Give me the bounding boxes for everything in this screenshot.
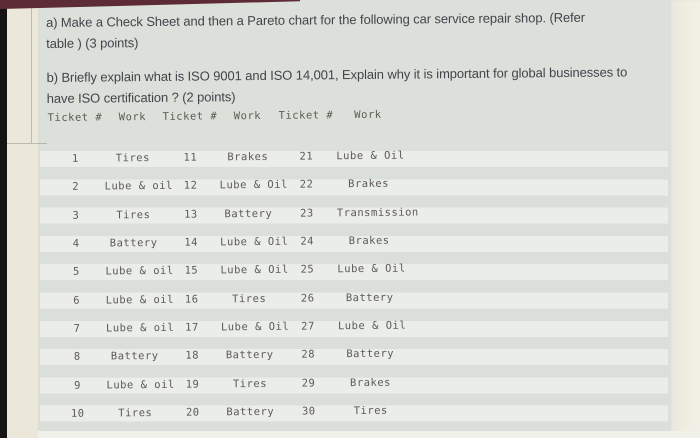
table-row: 3 Tires 13 Battery 23 Transmission (47, 198, 419, 230)
table-cell: Lube & Oil (337, 262, 406, 276)
table-cell: 29 (301, 376, 316, 390)
table-cell: 20 (185, 406, 200, 419)
table-cell: 14 (184, 236, 199, 249)
table-cell: Tires (116, 208, 151, 222)
table-cell: Lube & oil (105, 265, 174, 278)
table-cell: 17 (185, 321, 199, 334)
table-cell: 12 (183, 179, 198, 193)
table-cell: 26 (300, 292, 315, 305)
question-b: b) Briefly explain what is ISO 9001 and … (46, 61, 696, 109)
table-row: 6 Lube & oil 16 Tires 26 Battery (48, 283, 402, 315)
ticket-table: Ticket # Work Ticket # Work Ticket # Work 1 Ti… (46, 107, 419, 428)
page-left-margin (7, 0, 47, 438)
table-cell: Lube & Oil (220, 264, 289, 277)
page-right-margin (669, 0, 700, 438)
table-cell: 18 (185, 349, 200, 362)
table-cell: Battery (109, 236, 158, 250)
table-cell: Transmission (336, 206, 419, 219)
table-cell: Lube & oil (105, 321, 175, 335)
table-cell: 30 (301, 405, 316, 418)
table-cell: Tires (232, 292, 267, 305)
table-cell: Battery (225, 349, 274, 362)
header-cell: Ticket # (278, 109, 334, 122)
table-cell: Tires (118, 406, 153, 420)
table-row: 8 Battery 18 Battery 28 Battery (48, 340, 402, 372)
table-cell: Tires (232, 377, 268, 390)
table-cell: 5 (72, 266, 80, 279)
table-cell: 27 (301, 320, 315, 333)
table-cell: Brakes (348, 234, 390, 248)
table-cell: Lube & Oil (220, 235, 289, 249)
header-cell: Ticket # (47, 111, 103, 124)
table-cell: Brakes (348, 178, 390, 191)
table-row: 7 Lube & oil 17 Lube & Oil 27 Lube & Oil (48, 311, 407, 343)
header-cell: Work (354, 108, 382, 122)
table-cell: Battery (345, 291, 394, 304)
table-row: 9 Lube & oil 19 Tires 29 Brakes (48, 368, 402, 400)
question-a: a) Make a Check Sheet and then a Pareto … (46, 6, 696, 54)
table-cell: 4 (72, 237, 80, 250)
scan-banding (40, 151, 668, 431)
table-cell: 10 (70, 407, 85, 420)
question-text-block: a) Make a Check Sheet and then a Pareto … (46, 6, 697, 109)
header-cell: Ticket # (162, 110, 218, 123)
table-cell: 9 (74, 379, 81, 392)
photo-edge-dark (0, 0, 7, 438)
page-fold-line-vertical (31, 0, 32, 143)
table-cell: 22 (299, 178, 314, 192)
table-cell: Lube & Oil (337, 319, 407, 333)
table-cell: 2 (72, 181, 80, 194)
table-cell: Battery (110, 350, 159, 363)
table-cell: 21 (299, 150, 314, 163)
table-row: 1 Tires 11 Brakes 21 Lube & Oil (46, 142, 405, 174)
table-cell: Tires (353, 404, 388, 417)
table-cell: 7 (73, 322, 81, 335)
table-cell: 8 (73, 350, 81, 363)
table-cell: 16 (184, 293, 199, 306)
table-cell: Battery (224, 207, 273, 221)
photo-bottom-edge (38, 431, 700, 438)
table-cell: 25 (300, 263, 315, 276)
table-cell: 24 (300, 235, 315, 248)
table-cell: 28 (301, 348, 316, 361)
table-cell: Lube & Oil (336, 149, 405, 163)
page-fold-line-horizontal (7, 143, 47, 144)
table-cell: Battery (226, 405, 275, 419)
table-cell: Tires (115, 152, 150, 165)
table-cell: Lube & oil (106, 378, 175, 391)
table-cell: 1 (71, 152, 79, 165)
table-cell: Battery (346, 347, 395, 361)
table-cell: Lube & Oil (220, 320, 290, 334)
table-cell: Brakes (227, 151, 269, 164)
table-cell: Lube & oil (105, 293, 174, 307)
table-cell: 15 (184, 264, 199, 278)
table-row: 10 Tires 20 Battery 30 Tires (49, 396, 403, 428)
table-cell: Lube & oil (104, 180, 173, 193)
table-cell: 23 (299, 207, 314, 220)
table-row: 5 Lube & oil 15 Lube & Oil 25 Lube & Oil (47, 255, 406, 287)
ticket-table-header: Ticket # Work Ticket # Work Ticket # Work (46, 107, 400, 126)
table-row: 2 Lube & oil 12 Lube & Oil 22 Brakes (46, 170, 400, 202)
table-cell: Brakes (349, 376, 392, 389)
ticket-table-body: 1 Tires 11 Brakes 21 Lube & Oil 2 Lube & oil 12 L… (46, 142, 419, 428)
table-cell: 11 (183, 151, 198, 164)
header-cell: Work (118, 111, 147, 124)
table-cell: 3 (72, 209, 80, 222)
desk-edge-bar (0, 0, 300, 9)
table-row: 4 Battery 14 Lube & Oil 24 Brakes (47, 226, 401, 258)
table-cell: 6 (73, 294, 81, 307)
table-cell: Lube & Oil (219, 179, 288, 192)
table-cell: 13 (183, 208, 198, 221)
table-cell: 19 (185, 378, 200, 391)
header-cell: Work (233, 109, 262, 123)
